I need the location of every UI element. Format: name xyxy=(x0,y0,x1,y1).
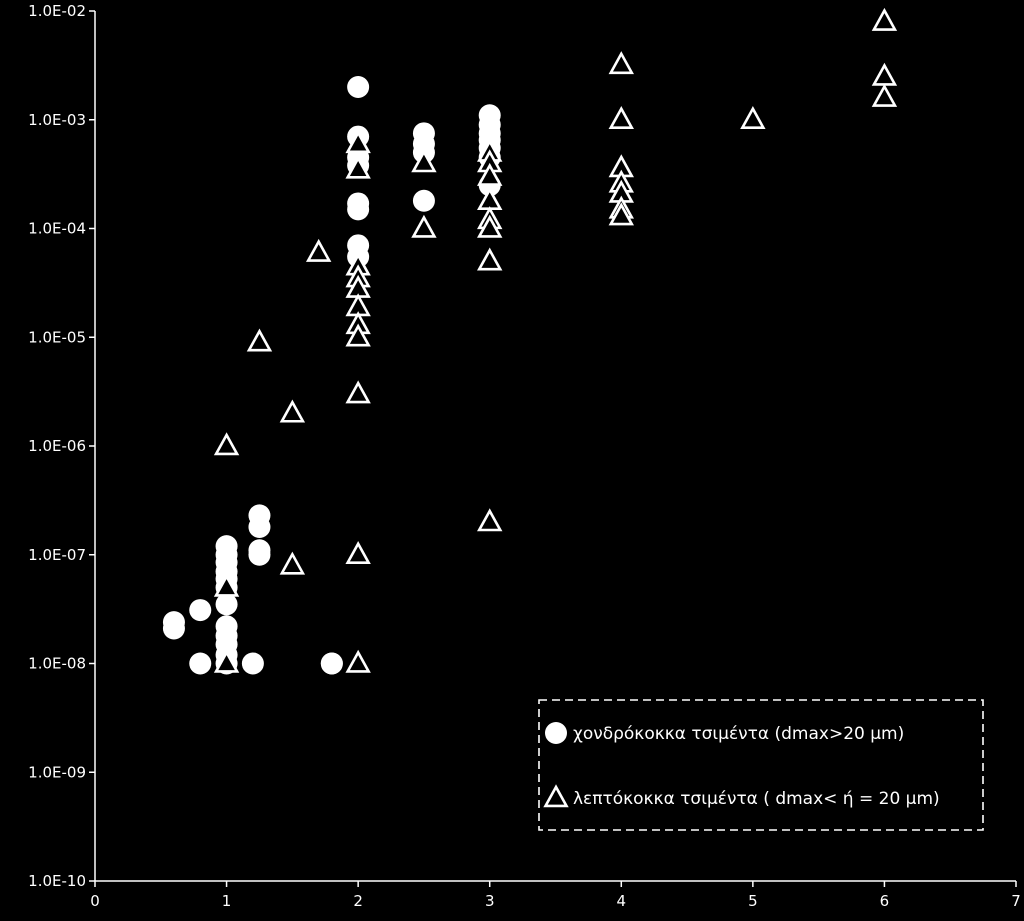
legend: χονδρόκοκκα τσιμέντα (dmax>20 μm) λεπτόκο… xyxy=(538,699,984,831)
data-point-triangle xyxy=(608,51,634,75)
data-point-triangle xyxy=(608,106,634,130)
y-tick-label: 1.0E-04 xyxy=(28,220,86,238)
legend-label: λεπτόκοκκα τσιμέντα ( dmax< ή = 20 μm) xyxy=(573,789,940,809)
data-point-circle xyxy=(347,198,370,221)
legend-label: χονδρόκοκκα τσιμέντα (dmax>20 μm) xyxy=(573,724,904,744)
data-point-circle xyxy=(320,652,343,675)
y-tick-label: 1.0E-07 xyxy=(28,546,86,564)
legend-marker-circle xyxy=(545,722,567,744)
data-point-triangle xyxy=(345,155,371,179)
data-point-circle xyxy=(189,652,212,675)
x-tick-label: 4 xyxy=(617,892,627,910)
data-point-triangle xyxy=(740,106,766,130)
data-point-triangle xyxy=(411,214,437,238)
data-point-triangle xyxy=(345,649,371,673)
data-point-circle xyxy=(248,515,271,538)
axes xyxy=(89,10,1017,887)
data-points xyxy=(162,7,898,675)
data-point-circle xyxy=(241,652,264,675)
data-point-triangle xyxy=(213,649,240,673)
x-tick-label: 1 xyxy=(222,892,232,910)
x-tick-label: 2 xyxy=(353,892,363,910)
y-tick-label: 1.0E-06 xyxy=(28,437,86,455)
data-point-circle xyxy=(412,189,435,212)
data-point-triangle xyxy=(345,323,371,347)
data-point-triangle xyxy=(477,214,503,238)
data-point-triangle xyxy=(608,202,634,226)
legend-marker-triangle xyxy=(543,784,569,808)
series-triangle xyxy=(213,7,898,673)
data-point-triangle xyxy=(213,432,240,456)
y-tick-label: 1.0E-02 xyxy=(28,2,86,20)
y-tick-label: 1.0E-10 xyxy=(28,872,86,890)
data-point-triangle xyxy=(871,83,898,107)
data-point-triangle xyxy=(345,380,371,404)
data-point-circle xyxy=(248,543,271,566)
data-point-circle xyxy=(347,76,370,99)
data-point-triangle xyxy=(279,399,306,423)
data-point-circle xyxy=(162,617,185,640)
x-tick-labels: 0 1 2 3 4 5 6 7 xyxy=(90,892,1021,910)
data-point-triangle xyxy=(477,162,503,186)
data-point-triangle xyxy=(477,247,503,271)
y-tick-label: 1.0E-05 xyxy=(28,328,86,346)
x-tick-label: 0 xyxy=(90,892,100,910)
data-point-circle xyxy=(189,599,212,622)
data-point-triangle xyxy=(411,149,437,173)
x-tick-label: 7 xyxy=(1011,892,1021,910)
x-tick-label: 6 xyxy=(880,892,890,910)
data-point-triangle xyxy=(345,130,371,154)
y-tick-label: 1.0E-09 xyxy=(28,763,86,781)
legend-box xyxy=(538,699,984,831)
y-tick-labels: 1.0E-10 1.0E-09 1.0E-08 1.0E-07 1.0E-06 1.0E-… xyxy=(28,2,86,890)
data-point-triangle xyxy=(279,551,306,575)
data-point-triangle xyxy=(305,238,332,262)
x-tick-label: 5 xyxy=(748,892,758,910)
y-tick-label: 1.0E-03 xyxy=(28,111,86,129)
data-point-triangle xyxy=(246,328,273,352)
data-point-triangle xyxy=(345,541,371,565)
data-point-triangle xyxy=(871,7,898,31)
data-point-triangle xyxy=(477,508,503,532)
data-point-triangle xyxy=(213,573,240,597)
x-tick-label: 3 xyxy=(485,892,495,910)
data-point-circle xyxy=(215,593,238,616)
y-tick-label: 1.0E-08 xyxy=(28,655,86,673)
